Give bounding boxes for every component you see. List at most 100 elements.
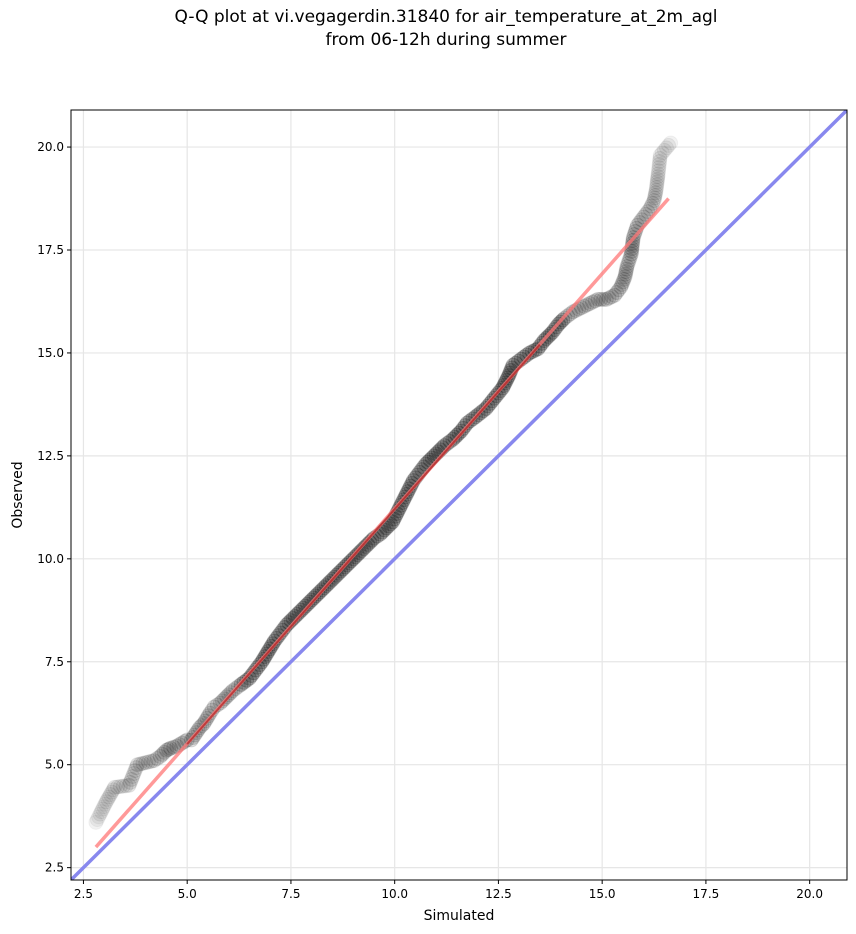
data-point xyxy=(619,258,635,274)
data-point xyxy=(135,755,151,771)
data-point xyxy=(501,368,517,384)
x-axis-ticks: 2.5 5.0 7.5 10.0 12.5 15.0 17.5 20.0 xyxy=(74,880,823,901)
data-point xyxy=(93,804,109,820)
y-tick-label: 17.5 xyxy=(37,243,64,257)
data-point xyxy=(268,630,284,646)
data-point xyxy=(618,266,634,282)
data-point xyxy=(457,418,473,434)
x-axis-label: Simulated xyxy=(424,908,495,924)
data-point xyxy=(248,662,264,678)
data-point xyxy=(651,160,667,176)
data-point xyxy=(92,806,108,822)
data-point xyxy=(295,600,311,616)
data-point xyxy=(648,182,664,198)
data-point xyxy=(163,740,179,756)
data-point xyxy=(347,549,363,565)
y-tick-label: 7.5 xyxy=(45,655,64,669)
data-point xyxy=(590,291,606,307)
chart-title: Q-Q plot at vi.vegagerdin.31840 for air_… xyxy=(0,6,856,52)
data-point xyxy=(607,287,623,303)
data-point xyxy=(212,695,228,711)
data-point xyxy=(143,753,159,769)
y-tick-label: 10.0 xyxy=(37,552,64,566)
data-point xyxy=(654,145,670,161)
data-point xyxy=(246,665,262,681)
data-point xyxy=(152,748,168,764)
data-point xyxy=(105,782,121,798)
data-point xyxy=(115,778,131,794)
reference-lines xyxy=(71,110,847,880)
data-point xyxy=(107,779,123,795)
data-point xyxy=(609,285,625,301)
data-point xyxy=(648,180,664,196)
x-tick-label: 10.0 xyxy=(381,887,408,901)
data-point xyxy=(88,814,104,830)
x-tick-label: 7.5 xyxy=(281,887,300,901)
data-point xyxy=(656,142,672,158)
data-point xyxy=(239,672,255,688)
y-axis-label: Observed xyxy=(10,461,26,528)
data-point xyxy=(615,274,631,290)
data-point xyxy=(146,753,162,769)
data-point xyxy=(96,799,112,815)
data-point xyxy=(266,633,282,649)
data-point xyxy=(349,547,365,563)
data-point xyxy=(614,276,630,292)
data-point xyxy=(661,137,677,153)
data-point xyxy=(643,198,659,214)
data-point xyxy=(98,794,114,810)
data-point xyxy=(596,291,612,307)
data-point xyxy=(613,279,629,295)
data-point xyxy=(154,746,170,762)
data-point xyxy=(128,760,144,776)
data-point xyxy=(125,768,141,784)
x-tick-label: 12.5 xyxy=(485,887,512,901)
data-point xyxy=(587,293,603,309)
data-point xyxy=(617,269,633,285)
data-point xyxy=(652,147,668,163)
data-point xyxy=(132,756,148,772)
data-point xyxy=(121,777,137,793)
data-point xyxy=(584,294,600,310)
data-point xyxy=(576,298,592,314)
data-point xyxy=(101,789,117,805)
data-point xyxy=(401,481,417,497)
data-point xyxy=(109,779,125,795)
data-point xyxy=(649,174,665,190)
data-point xyxy=(149,751,165,767)
data-point xyxy=(140,754,156,770)
data-point xyxy=(624,243,640,259)
data-point xyxy=(95,801,111,817)
data-point xyxy=(161,741,177,757)
data-point xyxy=(593,291,609,307)
data-point xyxy=(620,255,636,271)
data-point xyxy=(579,297,595,313)
data-point xyxy=(445,431,461,447)
data-point xyxy=(651,163,667,179)
data-point xyxy=(622,249,638,265)
x-tick-label: 17.5 xyxy=(693,887,720,901)
data-point xyxy=(353,543,369,559)
data-point xyxy=(293,602,309,618)
data-point xyxy=(200,708,216,724)
data-point xyxy=(112,779,128,795)
data-point xyxy=(650,169,666,185)
data-point xyxy=(138,755,154,771)
data-point xyxy=(158,742,174,758)
data-point xyxy=(647,190,663,206)
data-point xyxy=(345,551,361,567)
data-point xyxy=(89,812,105,828)
data-point xyxy=(648,185,664,201)
data-point xyxy=(179,732,195,748)
y-tick-label: 5.0 xyxy=(45,758,64,772)
data-point xyxy=(123,771,139,787)
x-tick-label: 5.0 xyxy=(178,887,197,901)
data-point xyxy=(122,774,138,790)
data-point xyxy=(166,739,182,755)
data-point xyxy=(562,306,578,322)
data-point xyxy=(100,791,116,807)
y-tick-label: 20.0 xyxy=(37,140,64,154)
y-tick-label: 12.5 xyxy=(37,449,64,463)
data-point xyxy=(663,135,679,151)
data-point xyxy=(156,744,172,760)
